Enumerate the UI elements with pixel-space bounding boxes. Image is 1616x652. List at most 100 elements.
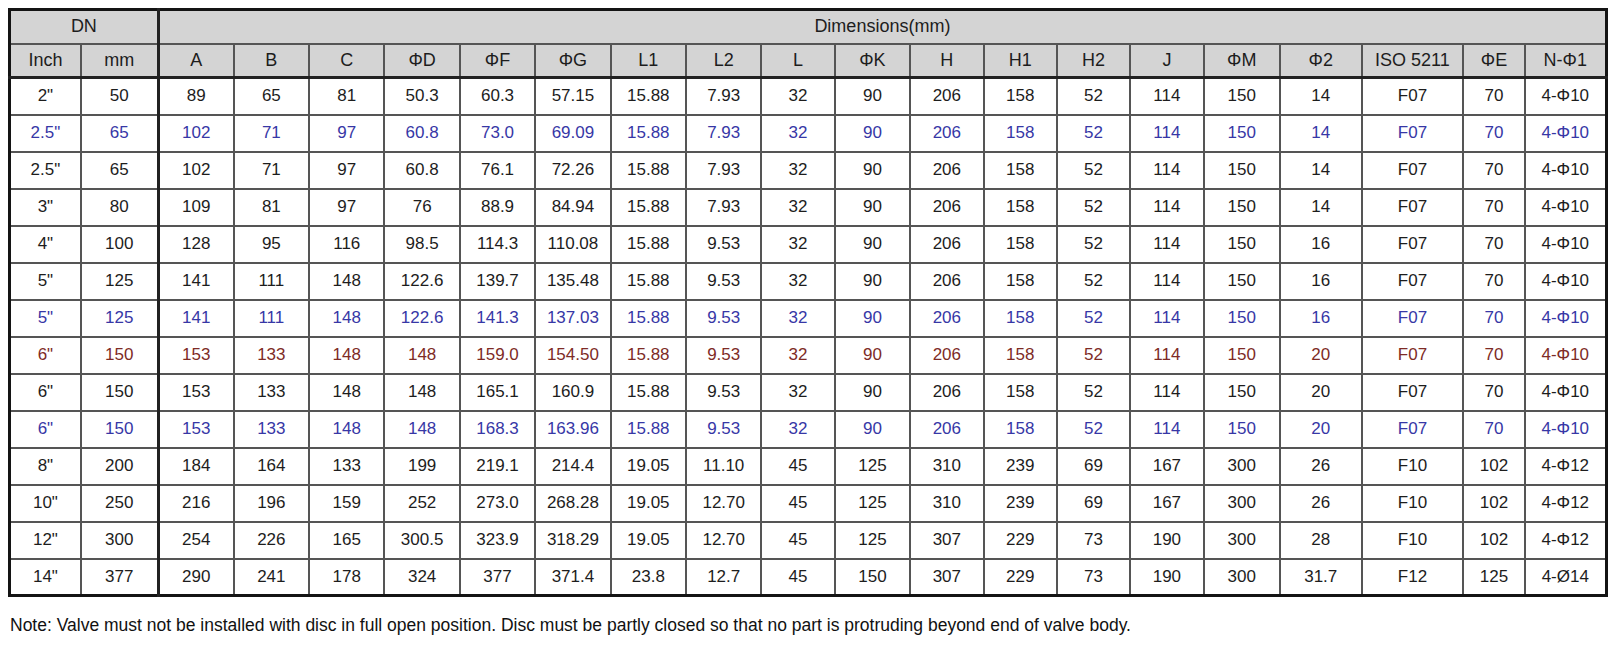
table-cell: 219.1 (460, 448, 535, 485)
table-cell: 200 (81, 448, 158, 485)
table-cell: 19.05 (611, 448, 686, 485)
table-cell: 70 (1463, 152, 1524, 189)
table-cell: 9.53 (686, 374, 761, 411)
table-cell: F10 (1362, 448, 1464, 485)
table-cell: 9.53 (686, 226, 761, 263)
table-cell: 114 (1130, 189, 1203, 226)
table-cell: 109 (158, 189, 233, 226)
table-cell: 148 (309, 300, 384, 337)
table-cell: 102 (158, 115, 233, 152)
table-cell: 158 (984, 152, 1057, 189)
table-cell: 141 (158, 300, 233, 337)
table-cell: 226 (234, 522, 309, 559)
table-cell: 158 (984, 226, 1057, 263)
table-cell: 324 (384, 559, 459, 596)
table-cell: 20 (1280, 411, 1362, 448)
table-cell: 125 (81, 263, 158, 300)
table-cell: 90 (835, 152, 910, 189)
table-cell: 14 (1280, 152, 1362, 189)
table-cell: 4-Ø14 (1525, 559, 1607, 596)
table-cell: 300 (1204, 485, 1280, 522)
table-cell: 76 (384, 189, 459, 226)
table-cell: 4-Φ10 (1525, 411, 1607, 448)
table-cell: 80 (81, 189, 158, 226)
table-cell: 90 (835, 78, 910, 115)
table-cell: 148 (384, 337, 459, 374)
table-cell: 12.7 (686, 559, 761, 596)
table-cell: 90 (835, 300, 910, 337)
table-cell: 133 (234, 411, 309, 448)
table-cell: 15.88 (611, 226, 686, 263)
column-header: ΦE (1463, 44, 1524, 78)
table-cell: 65 (234, 78, 309, 115)
table-cell: 90 (835, 411, 910, 448)
table-cell: 254 (158, 522, 233, 559)
table-cell: 300 (1204, 522, 1280, 559)
table-cell: 70 (1463, 189, 1524, 226)
column-header: H (910, 44, 983, 78)
table-cell: 150 (1204, 374, 1280, 411)
table-cell: 125 (81, 300, 158, 337)
table-cell: 60.8 (384, 115, 459, 152)
table-cell: 154.50 (535, 337, 610, 374)
table-cell: 114 (1130, 374, 1203, 411)
column-header: ISO 5211 (1362, 44, 1464, 78)
table-cell: 14 (1280, 115, 1362, 152)
table-cell: 125 (835, 522, 910, 559)
table-cell: 150 (1204, 226, 1280, 263)
column-header: Inch (10, 44, 81, 78)
table-cell: 133 (234, 374, 309, 411)
column-header: L2 (686, 44, 761, 78)
table-cell: 241 (234, 559, 309, 596)
table-cell: 148 (384, 374, 459, 411)
table-cell: 377 (460, 559, 535, 596)
table-cell: 102 (1463, 448, 1524, 485)
table-row: 2.5"65102719760.873.069.0915.887.9332902… (10, 115, 1607, 152)
table-cell: 72.26 (535, 152, 610, 189)
table-cell: 52 (1057, 337, 1130, 374)
table-cell: 158 (984, 300, 1057, 337)
table-cell: 206 (910, 300, 983, 337)
table-cell: 122.6 (384, 263, 459, 300)
table-cell: 239 (984, 448, 1057, 485)
table-cell: 300.5 (384, 522, 459, 559)
table-cell: 216 (158, 485, 233, 522)
table-cell: F10 (1362, 485, 1464, 522)
table-cell: 206 (910, 189, 983, 226)
column-header: C (309, 44, 384, 78)
table-row: 2"5089658150.360.357.1515.887.9332902061… (10, 78, 1607, 115)
table-cell: 125 (1463, 559, 1524, 596)
table-cell: 6" (10, 411, 81, 448)
table-cell: 133 (234, 337, 309, 374)
table-cell: F07 (1362, 411, 1464, 448)
table-cell: 307 (910, 559, 983, 596)
column-header: ΦG (535, 44, 610, 78)
table-cell: 20 (1280, 374, 1362, 411)
table-cell: F07 (1362, 374, 1464, 411)
table-cell: 4-Φ10 (1525, 189, 1607, 226)
table-cell: 9.53 (686, 337, 761, 374)
table-cell: 150 (81, 337, 158, 374)
table-cell: 148 (309, 337, 384, 374)
table-cell: 158 (984, 337, 1057, 374)
column-header-row: InchmmABCΦDΦFΦGL1L2LΦKHH1H2JΦMΦ2ISO 5211… (10, 44, 1607, 78)
table-cell: 158 (984, 115, 1057, 152)
table-cell: 206 (910, 78, 983, 115)
table-cell: 164 (234, 448, 309, 485)
table-cell: 300 (81, 522, 158, 559)
table-cell: F07 (1362, 300, 1464, 337)
table-cell: 128 (158, 226, 233, 263)
column-header: ΦF (460, 44, 535, 78)
dn-group-header: DN (10, 10, 159, 44)
table-cell: 150 (1204, 78, 1280, 115)
table-cell: 7.93 (686, 189, 761, 226)
table-row: 10"250216196159252273.0268.2819.0512.704… (10, 485, 1607, 522)
table-cell: 307 (910, 522, 983, 559)
table-cell: 23.8 (611, 559, 686, 596)
table-cell: 167 (1130, 485, 1203, 522)
table-cell: 14 (1280, 189, 1362, 226)
table-cell: 32 (761, 263, 834, 300)
table-cell: F07 (1362, 78, 1464, 115)
table-cell: 300 (1204, 448, 1280, 485)
group-header-row: DN Dimensions(mm) (10, 10, 1607, 44)
